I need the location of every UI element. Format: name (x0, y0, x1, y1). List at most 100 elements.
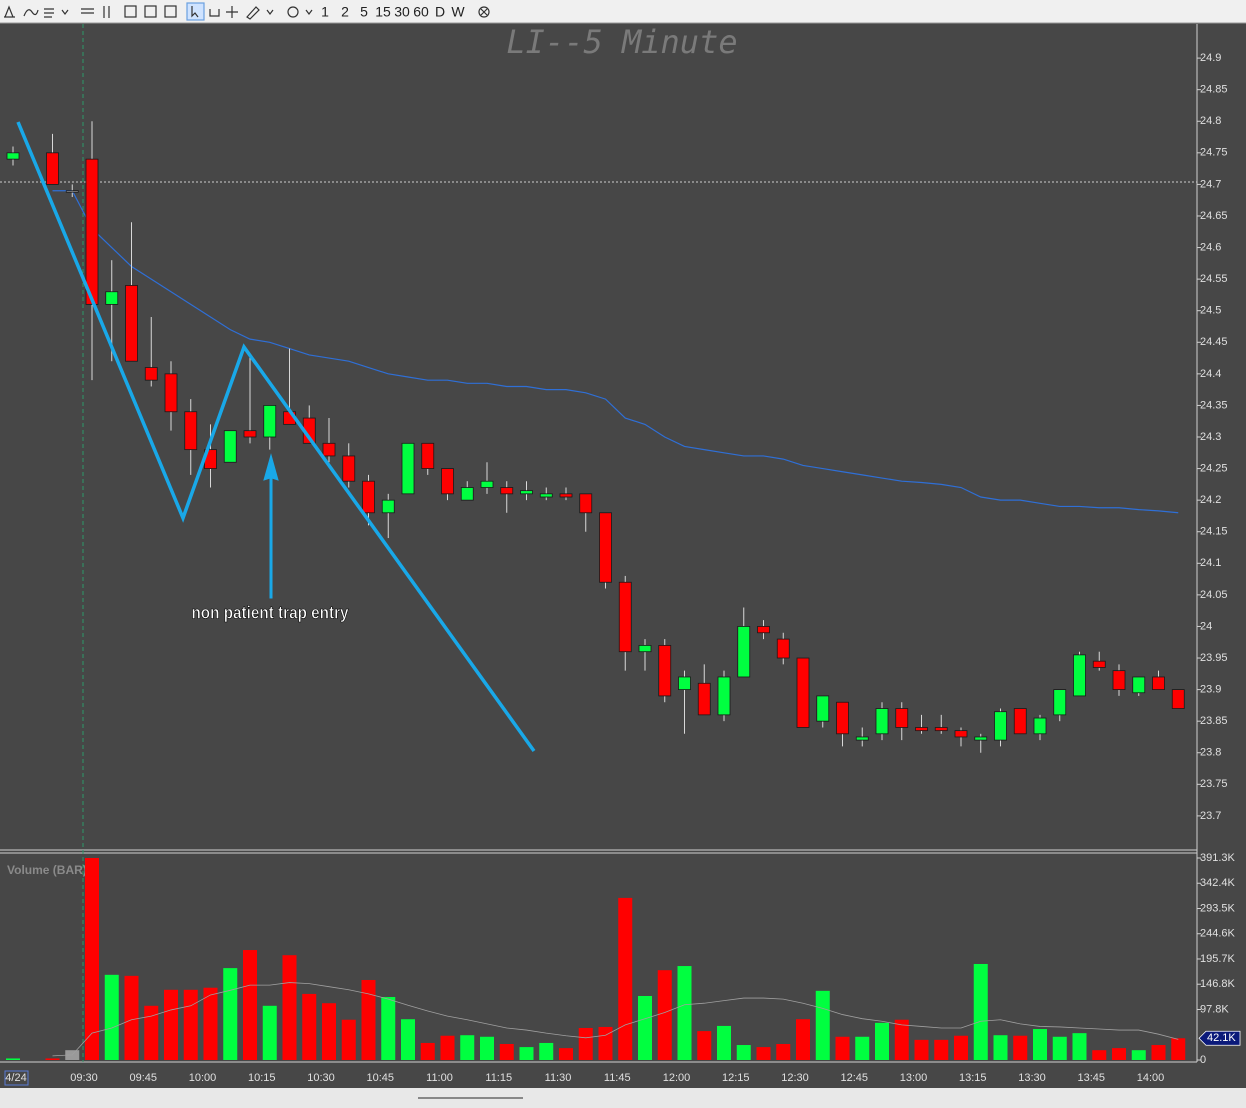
volume-bar (875, 1022, 889, 1060)
candle-body (1073, 654, 1086, 697)
icon-hlines[interactable] (81, 8, 94, 14)
volume-bar (6, 1058, 20, 1060)
icon-close[interactable] (478, 6, 490, 18)
x-tick-label: 14:00 (1137, 1072, 1165, 1084)
icon-vlines[interactable] (103, 6, 110, 18)
candle-body (954, 730, 968, 738)
volume-bar (835, 1036, 850, 1060)
y-tick-label: 23.7 (1200, 810, 1221, 822)
candle-body (697, 682, 711, 716)
volume-bar (124, 975, 139, 1060)
y-tick-label: 23.9 (1200, 684, 1221, 696)
volume-bar (440, 1035, 455, 1060)
volume-bar (1052, 1036, 1067, 1060)
candle-body (184, 411, 198, 451)
icon-crosshair[interactable] (226, 6, 238, 18)
volume-bar (1112, 1048, 1126, 1060)
interval-button[interactable]: 30 (394, 4, 410, 20)
y-tick-label: 24.8 (1200, 115, 1221, 127)
y-tick-label: 23.95 (1200, 652, 1228, 664)
icon-chart[interactable] (4, 5, 15, 18)
y-tick-label: 244.6K (1200, 928, 1236, 940)
icon-pencil[interactable] (246, 6, 260, 20)
last-value-label: 42.1K (1207, 1032, 1236, 1044)
y-tick-label: 24.45 (1200, 336, 1228, 348)
y-tick-label: 23.85 (1200, 715, 1228, 727)
icon-dropdown-3[interactable] (305, 9, 313, 15)
interval-button[interactable]: 1 (321, 4, 329, 20)
candle-body (1092, 660, 1106, 668)
y-tick-label: 24.5 (1200, 305, 1221, 317)
icon-zoom-out[interactable] (144, 5, 157, 18)
interval-button[interactable]: 5 (360, 4, 368, 20)
interval-button[interactable]: 60 (413, 4, 429, 20)
candle-body (658, 644, 672, 697)
icon-line[interactable] (23, 9, 39, 17)
x-tick-label: 13:00 (900, 1072, 928, 1084)
candle-body (480, 480, 494, 488)
y-tick-label: 24.75 (1200, 147, 1228, 159)
y-tick-label: 24.7 (1200, 178, 1221, 190)
volume-bar (1072, 1033, 1087, 1060)
volume-bar (914, 1039, 929, 1060)
date-box (4, 1070, 29, 1086)
candle-body (836, 701, 849, 735)
volume-bar (203, 987, 218, 1060)
icon-bars[interactable] (44, 8, 54, 18)
icon-close-x[interactable] (480, 8, 488, 16)
y-tick-label: 24.15 (1200, 526, 1228, 538)
icon-dropdown-2[interactable] (266, 9, 274, 15)
y-tick-label: 24.25 (1200, 462, 1228, 474)
icon-hand[interactable] (209, 9, 220, 17)
volume-title: Volume (BAR) (7, 863, 87, 877)
arrow (263, 453, 279, 599)
x-tick-label: 11:15 (485, 1072, 512, 1084)
icon-period[interactable] (287, 6, 299, 18)
icon-cursor[interactable] (191, 6, 199, 18)
candle-body (322, 442, 336, 457)
volume-bar (855, 1036, 870, 1060)
candle-body (144, 367, 158, 381)
interval-button[interactable]: 15 (375, 4, 391, 20)
x-tick-label: 10:30 (307, 1072, 335, 1084)
volume-bar (1092, 1050, 1107, 1060)
y-tick-label: 23.8 (1200, 747, 1221, 759)
volume-bar (223, 968, 238, 1060)
icon-dropdown[interactable] (61, 9, 69, 15)
interval-button[interactable]: 2 (341, 4, 349, 20)
y-tick-label: 0 (1200, 1054, 1206, 1066)
x-tick-label: 10:15 (248, 1072, 276, 1084)
candle-body (915, 727, 928, 732)
volume-bar (341, 1019, 356, 1060)
icon-cursor-active[interactable] (186, 2, 205, 21)
y-tick-label: 24.2 (1200, 494, 1221, 506)
icon-fit[interactable] (164, 5, 177, 18)
x-tick-label: 12:45 (840, 1072, 868, 1084)
volume-bar (183, 989, 198, 1060)
moving-average (52, 982, 1179, 1057)
volume-bar (322, 1003, 336, 1060)
volume-bar (164, 989, 178, 1060)
y-tick-label: 391.3K (1200, 852, 1236, 864)
date-label: 4/24 (5, 1072, 26, 1084)
volume-bar (657, 970, 672, 1060)
volume-bar (243, 950, 257, 1060)
interval-button[interactable]: W (451, 4, 465, 20)
volume-bar (677, 966, 692, 1060)
interval-button[interactable]: D (435, 4, 445, 20)
trend-lines (16, 121, 536, 753)
x-tick-label: 12:30 (781, 1072, 809, 1084)
candle-body (46, 152, 59, 185)
candle-body (816, 695, 830, 722)
volume-bar (302, 993, 317, 1060)
candle-body (65, 190, 79, 193)
candle-body (441, 468, 454, 495)
y-tick-label: 24.65 (1200, 210, 1228, 222)
y-tick-label: 24.35 (1200, 399, 1228, 411)
marks: 1 2 5 15 30 60 D W 24.9 24.85 24.8 24.75 24.7 24.65 24… (6, 4, 1241, 1084)
icon-zoom[interactable] (124, 5, 137, 18)
volume-bar (539, 1042, 554, 1060)
y-tick-label: 293.5K (1200, 902, 1236, 914)
y-tick-label: 24.05 (1200, 589, 1228, 601)
volume-bar (420, 1042, 435, 1060)
